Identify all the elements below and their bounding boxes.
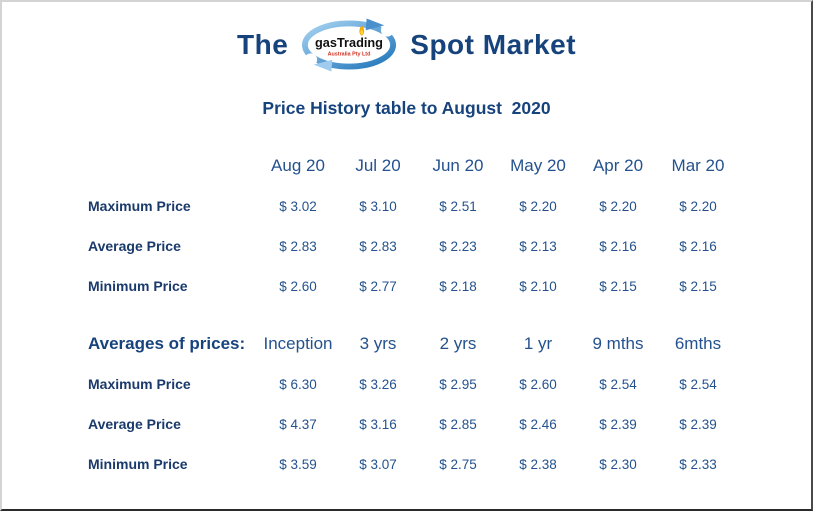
table-row-minimum: Minimum Price $ 3.59 $ 3.07 $ 2.75 $ 2.3… — [88, 444, 811, 484]
row-label: Minimum Price — [88, 278, 188, 294]
column-header-6mths: 6mths — [674, 334, 722, 353]
price-cell: $ 2.54 — [599, 376, 637, 392]
price-cell: $ 2.13 — [519, 238, 557, 254]
price-cell: $ 2.20 — [599, 198, 637, 214]
price-cell: $ 2.10 — [519, 278, 557, 294]
price-cell: $ 3.59 — [279, 456, 317, 472]
price-cell: $ 2.60 — [519, 376, 557, 392]
arrow-head-top-icon — [365, 18, 385, 31]
price-cell: $ 6.30 — [279, 376, 317, 392]
price-cell: $ 2.16 — [599, 238, 637, 254]
averages-header-row: Averages of prices: Inception 3 yrs 2 yr… — [88, 324, 811, 364]
logo-subtext: Australia Pty Ltd — [328, 51, 371, 57]
page-subtitle: Price History table to August 2020 — [262, 98, 551, 118]
monthly-price-table: Aug 20 Jul 20 Jun 20 May 20 Apr 20 Mar 2… — [88, 146, 811, 306]
price-cell: $ 3.10 — [359, 198, 397, 214]
price-cell: $ 2.38 — [519, 456, 557, 472]
price-cell: $ 2.46 — [519, 416, 557, 432]
price-cell: $ 2.60 — [279, 278, 317, 294]
price-cell: $ 2.20 — [519, 198, 557, 214]
table-row-maximum: Maximum Price $ 3.02 $ 3.10 $ 2.51 $ 2.2… — [88, 186, 811, 226]
column-header-1yr: 1 yr — [523, 334, 553, 353]
row-label: Maximum Price — [88, 376, 191, 392]
price-cell: $ 2.51 — [439, 198, 477, 214]
price-cell: $ 2.20 — [679, 198, 717, 214]
price-cell: $ 2.30 — [599, 456, 637, 472]
price-cell: $ 3.26 — [359, 376, 397, 392]
price-cell: $ 3.16 — [359, 416, 397, 432]
column-header-jun: Jun 20 — [432, 156, 484, 175]
price-cell: $ 2.83 — [279, 238, 317, 254]
table-row-average: Average Price $ 2.83 $ 2.83 $ 2.23 $ 2.1… — [88, 226, 811, 266]
brand-header: The gasTrading Australia Pty Ltd — [2, 16, 811, 74]
price-cell: $ 2.33 — [679, 456, 717, 472]
logo-swirl-icon: gasTrading Australia Pty Ltd — [302, 18, 397, 72]
table-row-minimum: Minimum Price $ 2.60 $ 2.77 $ 2.18 $ 2.1… — [88, 266, 811, 306]
table-row-average: Average Price $ 4.37 $ 3.16 $ 2.85 $ 2.4… — [88, 404, 811, 444]
title-prefix: The — [236, 29, 289, 60]
arrow-head-bottom-icon — [313, 59, 333, 72]
column-header-9mths: 9 mths — [592, 334, 644, 353]
price-cell: $ 3.02 — [279, 198, 317, 214]
column-header-jul: Jul 20 — [355, 156, 401, 175]
price-cell: $ 2.15 — [599, 278, 637, 294]
price-cell: $ 2.15 — [679, 278, 717, 294]
price-cell: $ 2.85 — [439, 416, 477, 432]
price-cell: $ 2.95 — [439, 376, 477, 392]
column-header-mar: Mar 20 — [671, 156, 725, 175]
table-row-maximum: Maximum Price $ 6.30 $ 3.26 $ 2.95 $ 2.6… — [88, 364, 811, 404]
column-header-apr: Apr 20 — [592, 156, 644, 175]
row-label: Minimum Price — [88, 456, 188, 472]
row-label: Maximum Price — [88, 198, 191, 214]
gastrading-logo: gasTrading Australia Pty Ltd — [300, 18, 398, 72]
price-cell: $ 4.37 — [279, 416, 317, 432]
column-header-2yrs: 2 yrs — [439, 334, 477, 353]
logo-name: gasTrading — [315, 35, 383, 50]
price-cell: $ 2.39 — [599, 416, 637, 432]
price-cell: $ 2.16 — [679, 238, 717, 254]
price-cell: $ 2.18 — [439, 278, 477, 294]
price-cell: $ 2.75 — [439, 456, 477, 472]
column-header-3yrs: 3 yrs — [359, 334, 397, 353]
title-suffix: Spot Market — [410, 29, 577, 60]
price-cell: $ 2.83 — [359, 238, 397, 254]
monthly-header-row: Aug 20 Jul 20 Jun 20 May 20 Apr 20 Mar 2… — [88, 146, 811, 186]
averages-price-table: Averages of prices: Inception 3 yrs 2 yr… — [88, 324, 811, 484]
row-label: Average Price — [88, 238, 181, 254]
price-cell: $ 2.39 — [679, 416, 717, 432]
price-cell: $ 3.07 — [359, 456, 397, 472]
price-cell: $ 2.54 — [679, 376, 717, 392]
row-label: Average Price — [88, 416, 181, 432]
price-cell: $ 2.77 — [359, 278, 397, 294]
averages-section-label: Averages of prices: — [88, 334, 246, 353]
column-header-may: May 20 — [510, 156, 566, 175]
price-cell: $ 2.23 — [439, 238, 477, 254]
column-header-inception: Inception — [263, 334, 333, 353]
column-header-aug: Aug 20 — [271, 156, 325, 175]
